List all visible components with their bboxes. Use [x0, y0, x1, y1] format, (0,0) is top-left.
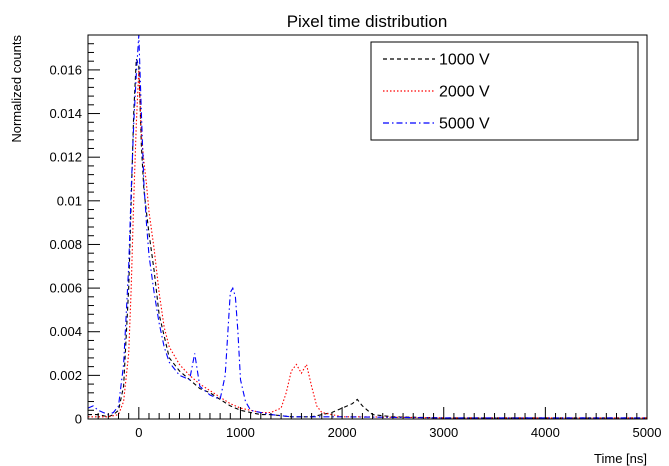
x-tick-label: 1000	[226, 425, 255, 440]
series-line-3	[88, 35, 647, 419]
legend: 1000 V 2000 V 5000 V	[370, 41, 639, 141]
series-line-1	[88, 58, 647, 419]
y-tick-label: 0.002	[49, 368, 82, 383]
x-tick-label: 0	[135, 425, 142, 440]
legend-entry-label: 2000 V	[439, 84, 490, 101]
y-tick-label: 0.008	[49, 237, 82, 252]
y-tick-label: 0.016	[49, 62, 82, 77]
x-tick-label: 5000	[633, 425, 662, 440]
y-tick-label: 0	[75, 412, 82, 427]
y-tick-label: 0.004	[49, 324, 82, 339]
chart-title: Pixel time distribution	[287, 12, 448, 31]
y-tick-label: 0.014	[49, 106, 82, 121]
series-line-2	[88, 69, 647, 419]
y-axis: 0 0.002 0.004 0.006 0.008 0.01 0.012 0.014 0.016	[49, 34, 100, 427]
y-tick-label: 0.012	[49, 150, 82, 165]
x-tick-label: 2000	[328, 425, 357, 440]
y-axis-label: Normalized counts	[9, 35, 24, 143]
x-axis-label: Time [ns]	[594, 451, 647, 466]
legend-entry-label: 1000 V	[439, 52, 490, 69]
y-tick-label: 0.01	[57, 193, 82, 208]
x-tick-label: 3000	[429, 425, 458, 440]
x-tick-label: 4000	[531, 425, 560, 440]
y-tick-label: 0.006	[49, 281, 82, 296]
x-axis: 0 1000 2000 3000 4000 5000	[87, 407, 662, 440]
legend-entry-label: 5000 V	[439, 116, 490, 133]
